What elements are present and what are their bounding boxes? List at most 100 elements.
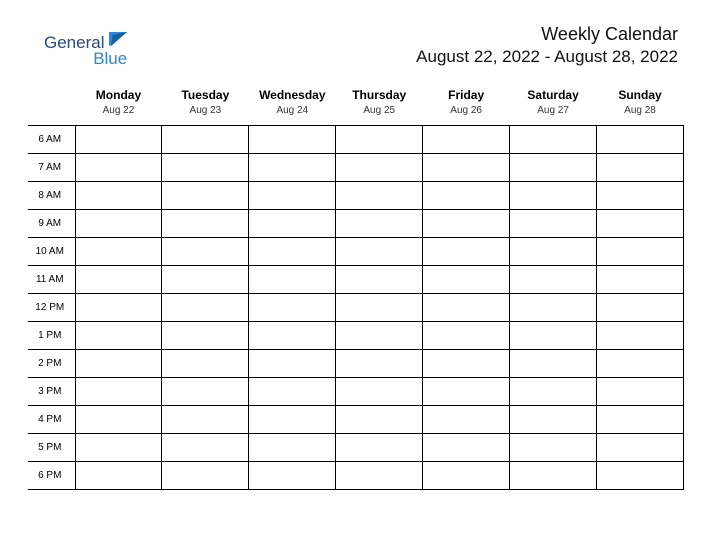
slot[interactable]	[249, 210, 336, 238]
slot[interactable]	[249, 182, 336, 210]
slot[interactable]	[597, 126, 684, 154]
slot[interactable]	[249, 378, 336, 406]
slot[interactable]	[510, 238, 597, 266]
slot[interactable]	[162, 266, 249, 294]
slot[interactable]	[75, 154, 162, 182]
slot[interactable]	[162, 294, 249, 322]
day-header: MondayAug 22	[75, 86, 162, 126]
slot[interactable]	[75, 378, 162, 406]
slot[interactable]	[162, 462, 249, 490]
slot[interactable]	[336, 266, 423, 294]
slot[interactable]	[510, 126, 597, 154]
slot[interactable]	[249, 462, 336, 490]
hour-row: 5 PM	[28, 434, 684, 462]
slot[interactable]	[75, 462, 162, 490]
slot[interactable]	[162, 434, 249, 462]
slot[interactable]	[510, 406, 597, 434]
slot[interactable]	[75, 210, 162, 238]
slot[interactable]	[423, 182, 510, 210]
slot[interactable]	[75, 322, 162, 350]
slot[interactable]	[510, 434, 597, 462]
slot[interactable]	[336, 350, 423, 378]
slot[interactable]	[597, 378, 684, 406]
slot[interactable]	[249, 406, 336, 434]
slot[interactable]	[510, 294, 597, 322]
slot[interactable]	[510, 210, 597, 238]
slot[interactable]	[597, 154, 684, 182]
slot[interactable]	[162, 126, 249, 154]
slot[interactable]	[597, 350, 684, 378]
slot[interactable]	[249, 238, 336, 266]
slot[interactable]	[75, 238, 162, 266]
slot[interactable]	[597, 238, 684, 266]
slot[interactable]	[423, 462, 510, 490]
slot[interactable]	[162, 378, 249, 406]
slot[interactable]	[510, 154, 597, 182]
day-header: TuesdayAug 23	[162, 86, 249, 126]
slot[interactable]	[75, 126, 162, 154]
slot[interactable]	[162, 350, 249, 378]
slot[interactable]	[336, 462, 423, 490]
slot[interactable]	[423, 406, 510, 434]
hour-label: 6 AM	[28, 126, 75, 154]
slot[interactable]	[336, 378, 423, 406]
slot[interactable]	[597, 462, 684, 490]
slot[interactable]	[510, 350, 597, 378]
slot[interactable]	[249, 154, 336, 182]
slot[interactable]	[162, 154, 249, 182]
slot[interactable]	[249, 294, 336, 322]
slot[interactable]	[510, 322, 597, 350]
slot[interactable]	[162, 182, 249, 210]
slot[interactable]	[75, 266, 162, 294]
slot[interactable]	[162, 406, 249, 434]
slot[interactable]	[423, 238, 510, 266]
slot[interactable]	[510, 378, 597, 406]
slot[interactable]	[249, 350, 336, 378]
slot[interactable]	[510, 462, 597, 490]
slot[interactable]	[597, 182, 684, 210]
slot[interactable]	[423, 126, 510, 154]
hour-label: 10 AM	[28, 238, 75, 266]
slot[interactable]	[162, 238, 249, 266]
slot[interactable]	[336, 434, 423, 462]
slot[interactable]	[336, 182, 423, 210]
slot[interactable]	[249, 322, 336, 350]
slot[interactable]	[336, 154, 423, 182]
slot[interactable]	[597, 322, 684, 350]
slot[interactable]	[336, 322, 423, 350]
slot[interactable]	[75, 182, 162, 210]
slot[interactable]	[336, 294, 423, 322]
slot[interactable]	[162, 210, 249, 238]
slot[interactable]	[75, 294, 162, 322]
slot[interactable]	[249, 266, 336, 294]
slot[interactable]	[423, 294, 510, 322]
slot[interactable]	[162, 322, 249, 350]
slot[interactable]	[423, 154, 510, 182]
slot[interactable]	[249, 434, 336, 462]
slot[interactable]	[336, 406, 423, 434]
slot[interactable]	[597, 294, 684, 322]
hour-label: 6 PM	[28, 462, 75, 490]
hour-label: 1 PM	[28, 322, 75, 350]
slot[interactable]	[597, 434, 684, 462]
slot[interactable]	[510, 266, 597, 294]
slot[interactable]	[423, 434, 510, 462]
slot[interactable]	[336, 210, 423, 238]
slot[interactable]	[423, 350, 510, 378]
slot[interactable]	[75, 434, 162, 462]
slot[interactable]	[423, 378, 510, 406]
slot[interactable]	[597, 266, 684, 294]
slot[interactable]	[423, 210, 510, 238]
slot[interactable]	[75, 350, 162, 378]
slot[interactable]	[423, 322, 510, 350]
slot[interactable]	[336, 238, 423, 266]
day-date: Aug 23	[163, 105, 248, 116]
slot[interactable]	[597, 406, 684, 434]
slot[interactable]	[75, 406, 162, 434]
slot[interactable]	[423, 266, 510, 294]
slot[interactable]	[510, 182, 597, 210]
slot[interactable]	[249, 126, 336, 154]
day-name: Saturday	[527, 88, 578, 102]
slot[interactable]	[597, 210, 684, 238]
slot[interactable]	[336, 126, 423, 154]
